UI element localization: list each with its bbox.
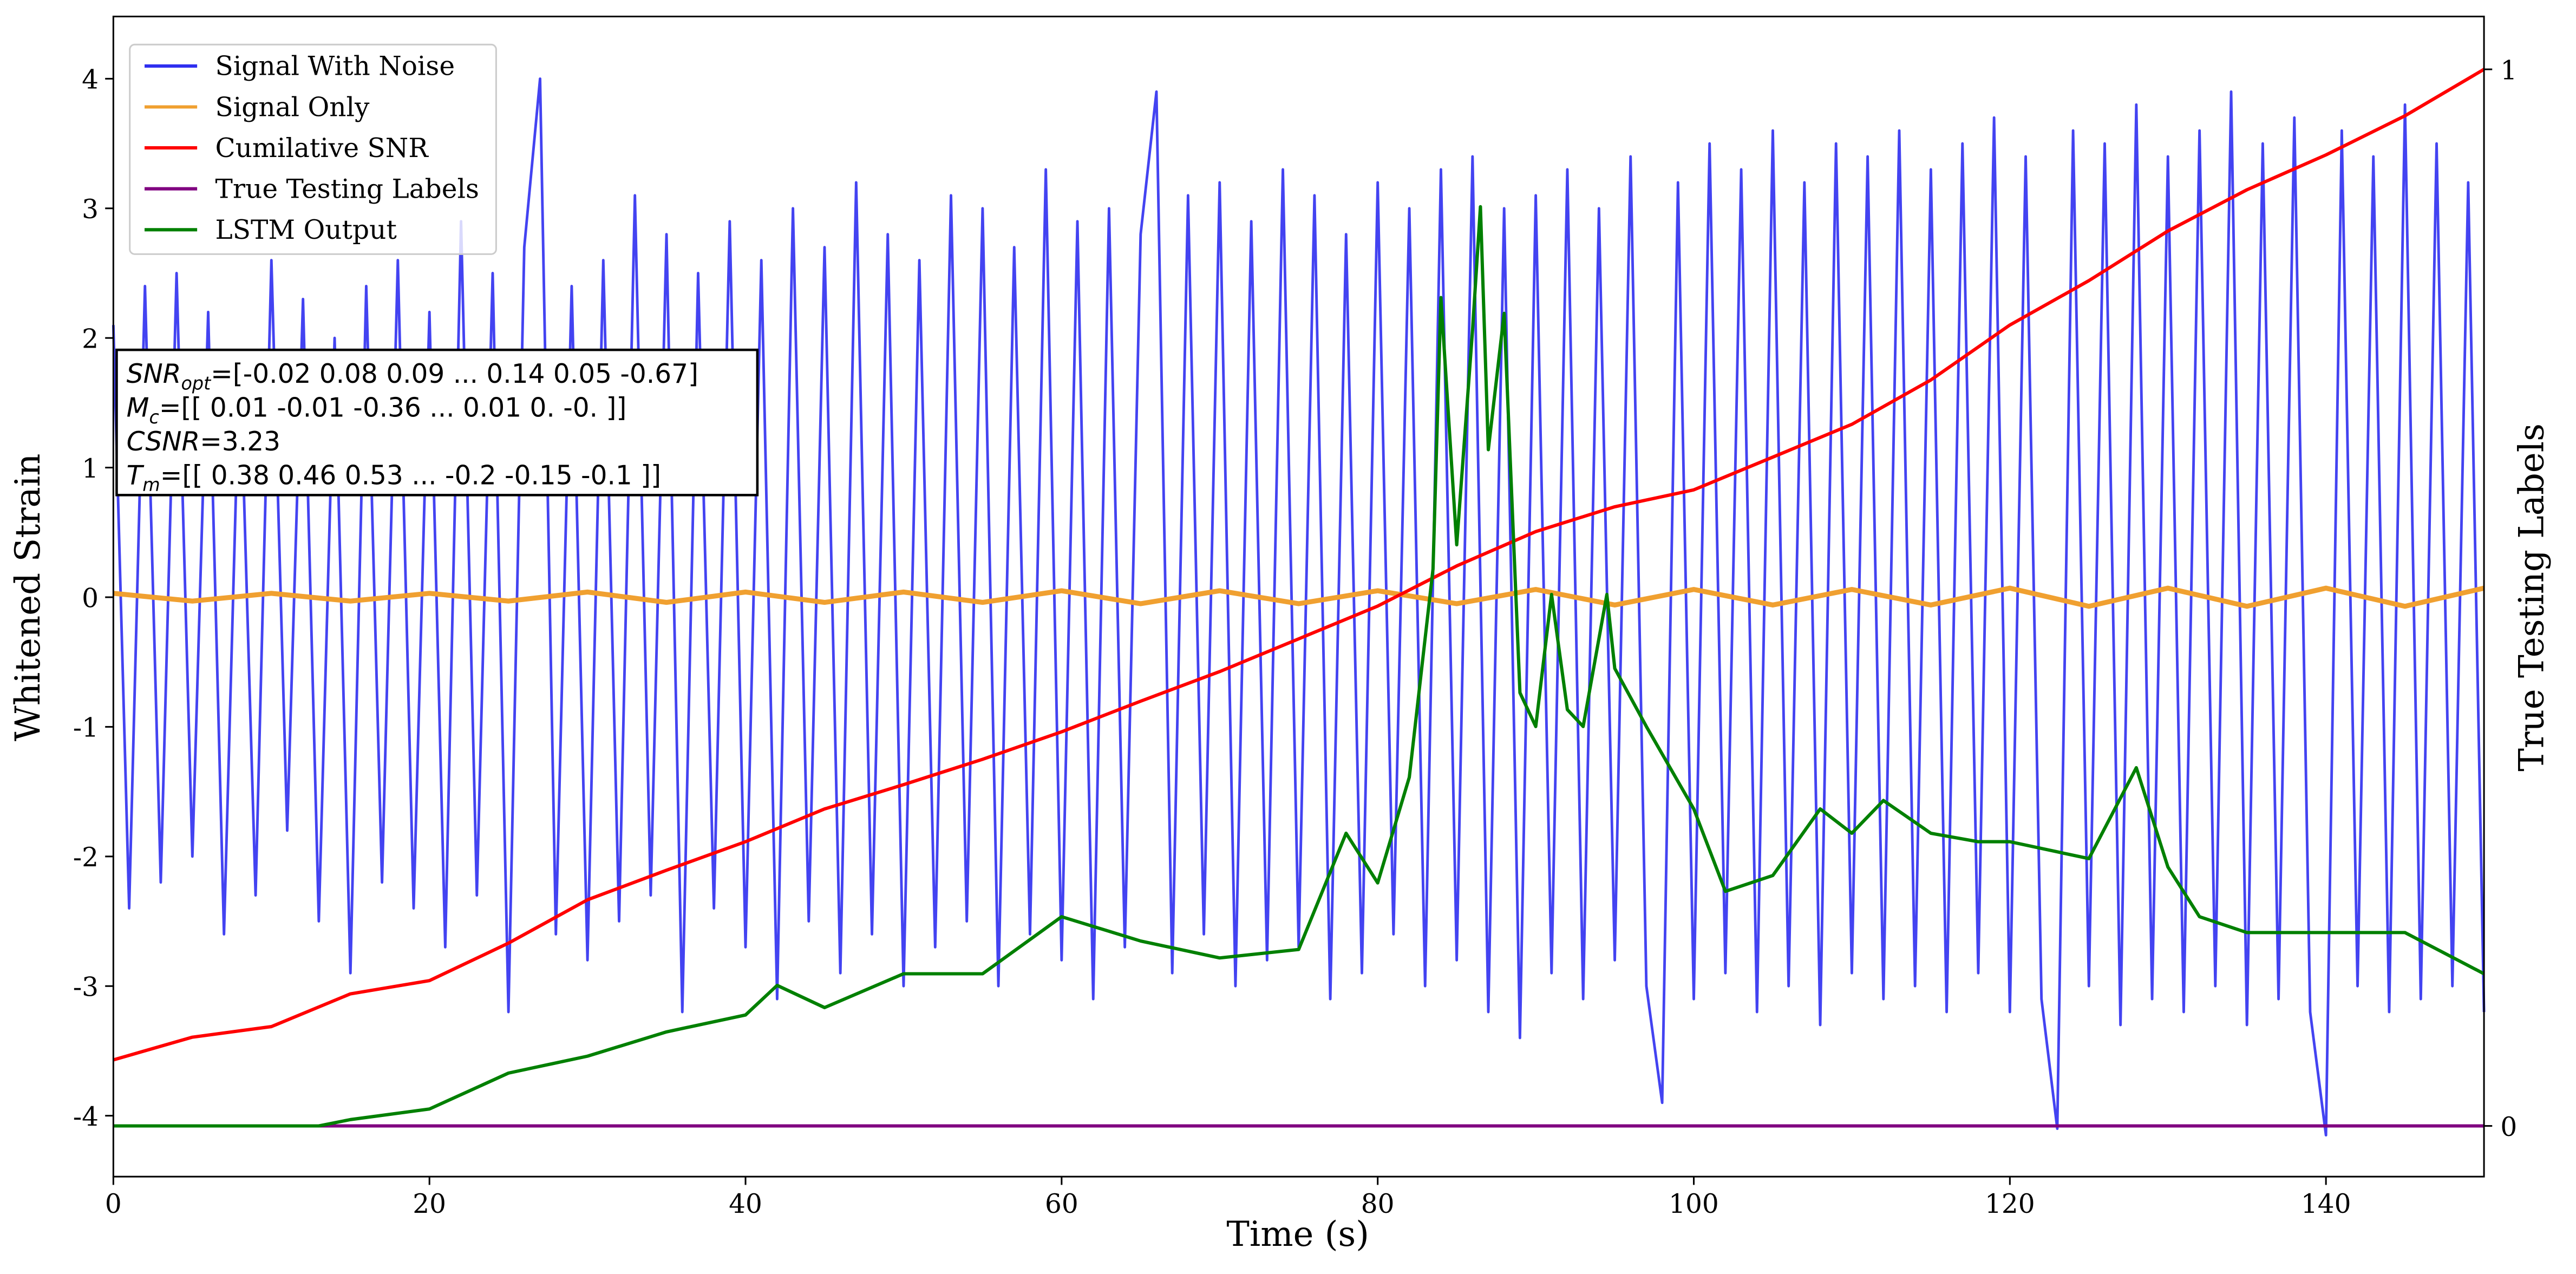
annotation-symbol: SNR [127,359,181,389]
annotation-line: CSNR=3.23 [127,427,280,457]
x-tick-label: 140 [2301,1189,2351,1219]
annotation-text: =[[ 0.01 -0.01 -0.36 ... 0.01 0. -0. ]] [159,393,627,423]
annotation-subscript: opt [181,373,212,394]
x-axis-label: Time (s) [1226,1214,1369,1255]
annotation-line: Tm=[[ 0.38 0.46 0.53 ... -0.2 -0.15 -0.1… [127,460,661,495]
y-tick-label: -2 [73,842,99,873]
series-line [113,205,2485,1128]
annotation-text: =[[ 0.38 0.46 0.53 ... -0.2 -0.15 -0.1 ]… [160,460,661,491]
x-tick-label: 0 [105,1189,122,1219]
legend-label: Signal Only [215,92,370,122]
annotation-text: =3.23 [200,427,280,457]
annotation-line: Mc=[[ 0.01 -0.01 -0.36 ... 0.01 0. -0. ]… [127,393,627,428]
y-tick-label: 4 [82,65,99,95]
annotation-subscript: m [142,474,160,495]
y-tick-label: -4 [73,1102,99,1132]
x-tick-label: 60 [1045,1189,1078,1219]
annotation-symbol: T [127,460,145,491]
annotation-symbol: M [127,393,149,423]
plot-area [112,68,2486,1136]
annotation-line: SNRopt=[-0.02 0.08 0.09 ... 0.14 0.05 -0… [127,359,698,394]
legend-box [129,43,497,255]
legend-label: LSTM Output [215,215,397,245]
annotation-box [115,348,759,496]
x-tick-label: 40 [729,1189,762,1219]
annotation-symbol: CSNR [127,427,200,457]
legend: Signal With Noise Signal Only Cumilative S… [129,43,497,255]
y-tick-label: -3 [73,972,99,1002]
annotation-text: =[-0.02 0.08 0.09 ... 0.14 0.05 -0.67] [211,359,698,389]
legend-label: Signal With Noise [215,51,455,82]
y2-tick-label: 0 [2500,1112,2517,1142]
y-tick-label: 0 [82,583,99,613]
y-axis-label: Whitened Strain [8,454,48,741]
annotation: SNRopt=[-0.02 0.08 0.09 ... 0.14 0.05 -0… [115,348,759,496]
legend-label: True Testing Labels [215,174,479,204]
series-line [113,585,2485,609]
y-tick-label: -1 [73,713,99,743]
x-tick-label: 20 [413,1189,446,1219]
y-tick-label: 1 [82,454,99,484]
legend-label: Cumilative SNR [215,133,429,164]
y2-axis-label: True Testing Labels [2512,423,2552,772]
y-tick-label: 2 [82,324,99,354]
y2-tick-label: 1 [2500,55,2517,86]
x-tick-label: 100 [1669,1189,1719,1219]
x-tick-label: 120 [1985,1189,2035,1219]
annotation-subscript: c [149,407,159,428]
series-line [113,68,2485,1062]
y-tick-label: 3 [82,194,99,225]
x-tick-label: 80 [1361,1189,1395,1219]
